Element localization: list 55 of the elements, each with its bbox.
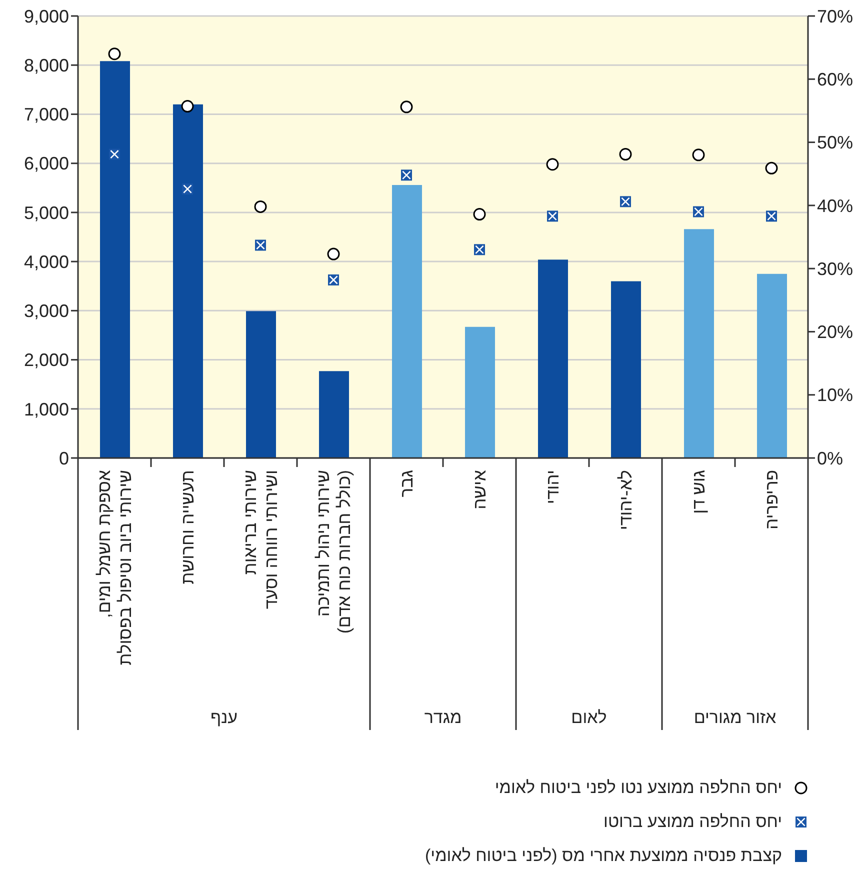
text: אזור מגורים <box>694 708 776 727</box>
y2-tick-label: 20% <box>817 322 854 342</box>
y-tick-label: 8,000 <box>24 56 69 76</box>
y2-tick-label: 50% <box>817 132 854 153</box>
x-tick-label: תעשייה וחרושת <box>178 470 198 584</box>
point <box>473 208 486 221</box>
legend-label: קצבת פנסיה ממוצעת אחרי מס (לפני ביטוח לאומי) <box>425 846 782 866</box>
bar <box>611 281 641 458</box>
bar <box>392 184 422 458</box>
x-tick-label: אישה <box>470 470 490 510</box>
point <box>619 148 632 161</box>
x-tick-label: גבר <box>396 470 416 498</box>
bar <box>246 311 276 458</box>
point <box>327 248 340 260</box>
x-tick-label: יהודי <box>542 470 562 504</box>
point <box>692 148 705 162</box>
bar <box>173 104 203 458</box>
y-tick-label: 9,000 <box>24 6 69 26</box>
legend-label: יחס החלפה ממוצע ברוטו <box>604 812 782 832</box>
y-tick-label: 2,000 <box>24 350 69 370</box>
text: מגדר <box>424 708 462 727</box>
bar <box>757 274 787 458</box>
x-tick-label: אספקת חשמל ומים, שירותי ביוב וטיפול בפסולת <box>94 470 135 666</box>
y-tick-label: 6,000 <box>24 154 69 174</box>
y2-tick-label: 0% <box>817 448 844 468</box>
legend-label: יחס החלפה ממוצע נטו לפני ביטוח לאומי <box>494 778 782 798</box>
bar <box>100 61 130 458</box>
y2-tick-label: 40% <box>817 196 854 216</box>
y2-tick-label: 70% <box>817 6 854 26</box>
point <box>108 48 121 60</box>
bar <box>319 371 349 458</box>
bar <box>538 260 568 458</box>
y-tick-label: 7,000 <box>24 104 69 125</box>
y2-tick-label: 30% <box>817 258 854 279</box>
y-tick-label: 0 <box>58 448 69 468</box>
x-tick-label: שירותי בריאות ושירותי רווחה וסעד <box>240 470 281 610</box>
y-tick-label: 3,000 <box>24 301 69 322</box>
bar <box>465 326 495 458</box>
text: לאום <box>571 708 607 727</box>
y2-tick-label: 10% <box>817 385 854 406</box>
point <box>765 162 778 174</box>
y-tick-label: 4,000 <box>24 252 69 272</box>
bar <box>684 229 714 458</box>
x-tick-label: שירותי ניהול ותמיכה (כולל חברות כוח אדם) <box>313 470 354 634</box>
x-tick-label: פריפריה <box>762 470 782 530</box>
point <box>400 100 413 114</box>
point <box>181 100 194 113</box>
x-tick-label: לא-יהודי <box>616 470 636 530</box>
point <box>546 158 559 171</box>
y-tick-label: 1,000 <box>24 399 69 420</box>
x-tick-label: גוש דן <box>688 470 708 514</box>
point <box>254 200 267 213</box>
text: ענף <box>210 708 238 727</box>
y-tick-label: 5,000 <box>24 202 69 223</box>
y2-tick-label: 60% <box>817 70 854 90</box>
